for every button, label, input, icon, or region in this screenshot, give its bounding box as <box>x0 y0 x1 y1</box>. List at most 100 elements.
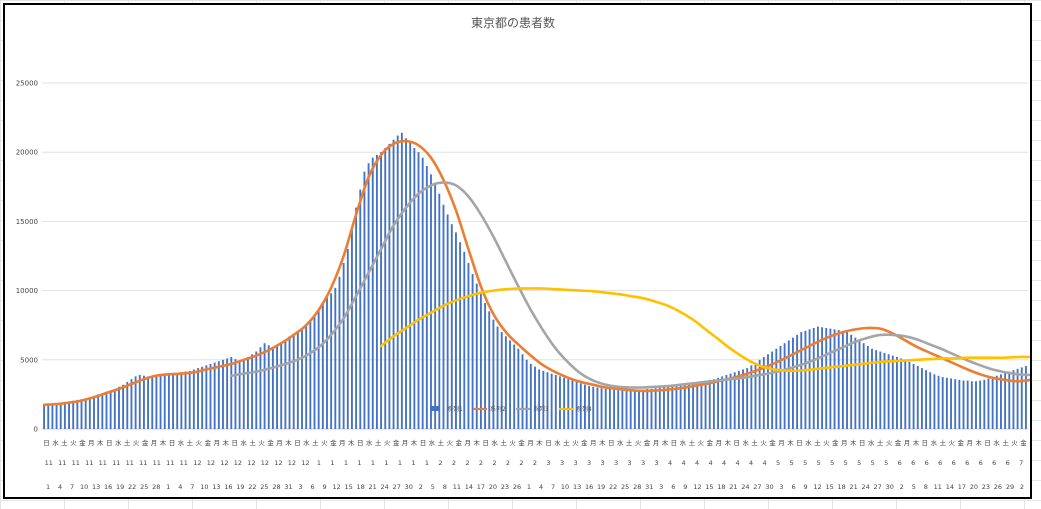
bar <box>167 372 170 429</box>
x-day-label: 5 <box>431 483 435 491</box>
x-month-label: 11 <box>85 459 93 467</box>
x-weekday-label: 火 <box>949 439 956 447</box>
x-weekday-label: 水 <box>52 438 59 447</box>
x-weekday-label: 日 <box>106 439 113 447</box>
bar <box>658 387 661 429</box>
x-month-label: 6 <box>965 459 969 467</box>
x-month-label: 3 <box>573 459 577 467</box>
x-weekday-label: 月 <box>653 439 660 447</box>
x-weekday-label: 木 <box>223 438 230 447</box>
bar <box>692 382 695 429</box>
x-day-label: 19 <box>597 483 605 491</box>
x-weekday-label: 火 <box>384 439 391 447</box>
x-day-label: 4 <box>539 483 543 491</box>
bar-series <box>43 132 1027 430</box>
bar <box>787 340 790 429</box>
x-weekday-label: 火 <box>133 439 140 447</box>
x-day-label: 24 <box>741 483 749 491</box>
x-day-label: 2 <box>900 483 904 491</box>
x-weekday-label: 木 <box>975 438 982 447</box>
bar <box>355 207 358 429</box>
bar <box>812 327 815 429</box>
bar <box>101 393 104 429</box>
x-weekday-label: 月 <box>151 439 158 447</box>
bar <box>188 370 191 429</box>
bar <box>654 388 657 429</box>
bar <box>122 384 125 429</box>
bar <box>255 351 258 429</box>
bar <box>704 380 707 429</box>
bar <box>737 370 740 429</box>
bar <box>496 326 499 429</box>
x-weekday-label: 日 <box>545 439 552 447</box>
x-weekday-label: 水 <box>366 438 373 447</box>
x-weekday-label: 日 <box>231 439 238 447</box>
bar <box>405 138 407 430</box>
bar <box>68 401 70 429</box>
chart-area[interactable]: 東京都の患者数 0 5000 10000 15000 20000 25000 系列1 系列2… <box>3 3 1032 499</box>
bar <box>118 386 120 429</box>
chart-svg: 東京都の患者数 0 5000 10000 15000 20000 25000 系列1 系列2… <box>16 15 1030 491</box>
x-day-label: 17 <box>958 483 966 491</box>
x-day-label: 6 <box>310 483 314 491</box>
x-day-label: 3 <box>779 483 783 491</box>
x-month-label: 12 <box>234 459 242 467</box>
bar <box>950 378 952 429</box>
x-day-label: 10 <box>200 483 208 491</box>
bar <box>80 399 83 429</box>
chart-title: 東京都の患者数 <box>471 15 555 30</box>
x-weekday-label: 土 <box>626 438 633 447</box>
x-weekday-label: 火 <box>70 439 77 447</box>
x-month-label: 2 <box>506 459 510 467</box>
x-day-label: 2 <box>1020 483 1024 491</box>
bar <box>600 388 603 429</box>
bar <box>683 384 686 429</box>
x-month-label: 5 <box>884 459 888 467</box>
bar <box>650 388 653 429</box>
bar <box>783 343 786 429</box>
x-month-label: 6 <box>952 459 956 467</box>
bar <box>217 361 220 429</box>
x-weekday-label: 金 <box>518 438 525 447</box>
x-month-label: 6 <box>925 459 929 467</box>
x-month-label: 11 <box>45 459 53 467</box>
bar <box>138 375 141 429</box>
x-weekday-label: 金 <box>205 438 212 447</box>
x-month-label: 1 <box>384 459 388 467</box>
bar <box>792 337 794 429</box>
bar <box>1016 368 1019 429</box>
bar <box>471 273 474 429</box>
x-day-label: 29 <box>1006 483 1014 491</box>
bar <box>59 402 62 429</box>
x-day-label: 28 <box>272 483 280 491</box>
x-month-label: 3 <box>614 459 618 467</box>
x-weekday-label: 水 <box>931 438 938 447</box>
x-day-label: 15 <box>705 483 713 491</box>
bar <box>583 384 586 429</box>
x-month-label: 3 <box>641 459 645 467</box>
bar <box>841 330 844 429</box>
x-weekday-label: 日 <box>43 439 50 447</box>
bar <box>55 403 58 429</box>
x-day-label: 27 <box>874 483 882 491</box>
x-month-label: 12 <box>288 459 296 467</box>
x-weekday-label: 水 <box>429 438 436 447</box>
bar <box>592 386 595 429</box>
bar <box>871 348 873 429</box>
bar <box>276 345 278 429</box>
bar <box>425 166 428 430</box>
bar <box>338 276 341 429</box>
bar <box>604 388 607 429</box>
bar <box>484 303 487 429</box>
x-weekday-label: 金 <box>267 438 274 447</box>
bar <box>346 249 349 429</box>
x-day-label: 12 <box>332 483 340 491</box>
x-month-label: 11 <box>112 459 120 467</box>
x-weekday-label: 木 <box>913 438 920 447</box>
x-month-label: 4 <box>668 459 672 467</box>
x-weekday-label: 月 <box>966 439 973 447</box>
x-weekday-label: 金 <box>142 438 149 447</box>
bar <box>1024 366 1027 429</box>
bar <box>280 343 283 429</box>
bar <box>467 262 470 429</box>
